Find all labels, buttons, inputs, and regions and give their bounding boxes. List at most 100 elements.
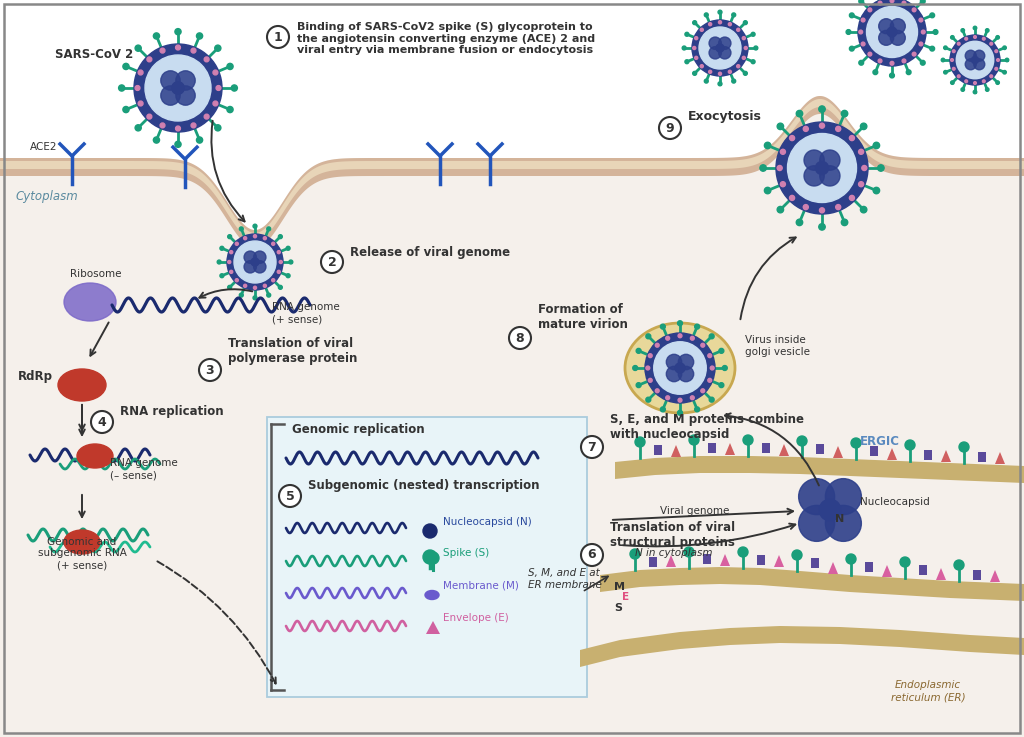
Circle shape <box>859 0 863 4</box>
Bar <box>865 562 873 572</box>
Circle shape <box>974 59 985 70</box>
Circle shape <box>286 273 290 278</box>
Circle shape <box>154 137 160 143</box>
Text: S: S <box>614 603 622 613</box>
Circle shape <box>799 478 835 514</box>
Circle shape <box>906 70 911 74</box>
Bar <box>870 446 878 456</box>
Circle shape <box>154 33 160 39</box>
Circle shape <box>732 13 735 17</box>
Circle shape <box>780 150 785 154</box>
Circle shape <box>635 437 645 447</box>
Circle shape <box>199 359 221 381</box>
Text: ERGIC: ERGIC <box>860 435 900 448</box>
Circle shape <box>736 65 739 68</box>
Circle shape <box>716 44 724 52</box>
Circle shape <box>700 389 705 393</box>
Circle shape <box>678 366 693 382</box>
Circle shape <box>803 205 808 209</box>
Circle shape <box>858 0 926 66</box>
Circle shape <box>692 21 696 24</box>
Text: RNA genome
(– sense): RNA genome (– sense) <box>110 458 178 480</box>
Circle shape <box>229 251 232 254</box>
Circle shape <box>700 343 705 347</box>
Circle shape <box>890 61 894 65</box>
Circle shape <box>728 70 731 74</box>
Circle shape <box>890 18 905 34</box>
Circle shape <box>175 45 180 50</box>
Circle shape <box>718 10 722 14</box>
Circle shape <box>922 30 925 34</box>
Circle shape <box>878 165 884 171</box>
Circle shape <box>941 58 945 62</box>
Circle shape <box>191 123 196 128</box>
Text: Nucleocapsid: Nucleocapsid <box>860 497 930 507</box>
Circle shape <box>797 436 807 446</box>
Text: S, E, and M proteins combine
with nucleocapsid: S, E, and M proteins combine with nucleo… <box>610 413 804 441</box>
Polygon shape <box>580 626 1024 667</box>
Circle shape <box>996 35 999 39</box>
Circle shape <box>217 260 221 264</box>
Circle shape <box>861 18 865 22</box>
Circle shape <box>427 552 439 564</box>
Circle shape <box>279 485 301 507</box>
Polygon shape <box>995 452 1005 464</box>
Bar <box>762 443 770 453</box>
Circle shape <box>667 366 682 382</box>
Circle shape <box>933 29 938 35</box>
Polygon shape <box>828 562 838 574</box>
Circle shape <box>710 334 714 339</box>
Circle shape <box>722 366 727 371</box>
Text: 9: 9 <box>666 122 675 134</box>
Circle shape <box>752 32 755 36</box>
Circle shape <box>147 114 152 119</box>
Circle shape <box>709 46 721 59</box>
Polygon shape <box>671 445 681 457</box>
Polygon shape <box>600 567 1024 601</box>
Circle shape <box>191 48 196 53</box>
Circle shape <box>197 137 203 143</box>
Circle shape <box>694 324 699 329</box>
Circle shape <box>825 506 861 542</box>
Circle shape <box>678 398 682 402</box>
Circle shape <box>160 123 165 128</box>
Circle shape <box>692 46 695 49</box>
Circle shape <box>1006 58 1009 62</box>
Circle shape <box>957 75 961 77</box>
Circle shape <box>777 206 783 213</box>
Circle shape <box>965 38 968 40</box>
Circle shape <box>959 442 969 452</box>
Circle shape <box>263 284 266 287</box>
Text: 7: 7 <box>588 441 596 453</box>
Circle shape <box>982 38 985 40</box>
Circle shape <box>227 63 233 69</box>
Circle shape <box>974 50 985 61</box>
Circle shape <box>944 46 947 49</box>
Circle shape <box>890 30 905 45</box>
Circle shape <box>708 378 712 383</box>
Polygon shape <box>941 450 951 462</box>
Text: Subgenomic (nested) transcription: Subgenomic (nested) transcription <box>308 479 540 492</box>
Circle shape <box>197 33 203 39</box>
Circle shape <box>965 80 968 83</box>
Circle shape <box>966 50 976 61</box>
Circle shape <box>682 46 686 50</box>
Circle shape <box>912 8 916 12</box>
Circle shape <box>776 122 868 214</box>
Circle shape <box>990 75 992 77</box>
Circle shape <box>797 219 803 226</box>
Text: 4: 4 <box>97 416 106 428</box>
Circle shape <box>135 125 141 131</box>
Text: Release of viral genome: Release of viral genome <box>350 246 510 259</box>
Ellipse shape <box>425 590 439 599</box>
Circle shape <box>950 35 1000 85</box>
Circle shape <box>890 73 894 78</box>
Circle shape <box>780 181 785 186</box>
Circle shape <box>952 50 955 52</box>
Circle shape <box>220 273 224 278</box>
Circle shape <box>974 82 976 84</box>
Circle shape <box>790 136 795 141</box>
Circle shape <box>236 242 239 245</box>
Circle shape <box>859 60 863 65</box>
Bar <box>924 450 932 460</box>
